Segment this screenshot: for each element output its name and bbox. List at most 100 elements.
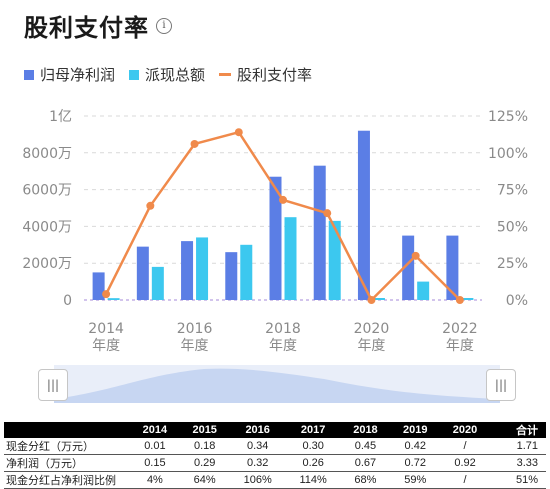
- point-payout-ratio: [323, 209, 332, 218]
- y-left-tick-label: 8000万: [22, 146, 72, 162]
- y-right-tick-label: 75%: [497, 183, 528, 199]
- table-cell: 0.72: [390, 454, 441, 472]
- legend-label: 股利支付率: [237, 66, 313, 84]
- table-cell: /: [440, 438, 490, 455]
- table-cell: 51%: [489, 471, 546, 489]
- bar-dividend: [328, 220, 341, 300]
- x-tick-sublabel: 年度: [269, 338, 297, 354]
- bar-net-profit: [181, 241, 194, 300]
- table-cell: 0.29: [179, 454, 230, 472]
- table-cell: 0.15: [130, 454, 180, 472]
- table-header-cell: 2015: [179, 422, 230, 438]
- info-icon[interactable]: i: [156, 18, 172, 34]
- table-cell: 0.18: [179, 438, 230, 455]
- table-cell: 114%: [285, 471, 341, 489]
- table-header-cell: 2014: [130, 422, 180, 438]
- table-cell: /: [440, 471, 490, 489]
- y-right-tick-label: 100%: [488, 146, 528, 162]
- legend-item-dividend[interactable]: 派现总额: [129, 64, 205, 85]
- point-payout-ratio: [146, 201, 155, 210]
- dividend-table: 2014 2015 2016 2017 2018 2019 2020 合计 现金…: [4, 422, 546, 489]
- zoom-slider[interactable]: ||| |||: [38, 365, 516, 403]
- x-tick-label: 2014: [88, 321, 124, 337]
- x-tick-sublabel: 年度: [357, 338, 385, 354]
- slider-preview-area: [54, 368, 500, 403]
- x-tick-sublabel: 年度: [446, 338, 474, 354]
- point-payout-ratio: [455, 296, 464, 304]
- bar-dividend: [417, 281, 430, 300]
- point-payout-ratio: [234, 128, 243, 137]
- table-row: 现金分红占净利润比例 4% 64% 106% 114% 68% 59% / 51…: [4, 471, 546, 489]
- legend-item-payout-ratio[interactable]: 股利支付率: [219, 64, 312, 85]
- bar-dividend: [240, 244, 253, 300]
- bar-net-profit: [136, 246, 149, 300]
- legend-label: 派现总额: [145, 66, 206, 84]
- table-cell: 68%: [340, 471, 391, 489]
- page-title: 股利支付率: [24, 14, 149, 42]
- table-cell: 0.92: [440, 454, 490, 472]
- bar-net-profit: [92, 272, 105, 300]
- table-cell: 0.45: [340, 438, 391, 455]
- table-header-cell: 合计: [489, 422, 546, 438]
- legend-swatch-dividend: [129, 69, 140, 80]
- table-cell: 0.67: [340, 454, 391, 472]
- y-left-tick-label: 2000万: [22, 256, 72, 272]
- point-payout-ratio: [367, 296, 376, 304]
- y-right-tick-label: 125%: [488, 109, 528, 125]
- table-cell: 4%: [130, 471, 180, 489]
- x-tick-sublabel: 年度: [92, 338, 120, 354]
- bar-dividend: [372, 298, 385, 300]
- bar-net-profit: [402, 235, 415, 300]
- table-header-cell: 2019: [390, 422, 441, 438]
- bar-dividend: [461, 298, 474, 300]
- y-right-tick-label: 25%: [497, 256, 528, 272]
- bar-dividend: [284, 217, 297, 300]
- table-header-cell: 2017: [285, 422, 341, 438]
- y-right-tick-label: 50%: [497, 219, 528, 235]
- legend-swatch-payout-ratio: [219, 73, 232, 76]
- point-payout-ratio: [190, 139, 199, 148]
- y-left-tick-label: 1亿: [49, 109, 72, 125]
- y-left-tick-label: 0: [63, 293, 72, 309]
- y-left-tick-label: 6000万: [22, 183, 72, 199]
- dividend-chart: 0 0% 2000万 25% 4000万 50% 6000万 75% 8000万 100% 1亿 12…: [22, 109, 528, 354]
- table-header-cell: 2020: [440, 422, 490, 438]
- table-row-label: 现金分红占净利润比例: [4, 471, 130, 489]
- table-row: 现金分红（万元） 0.01 0.18 0.34 0.30 0.45 0.42 /…: [4, 438, 546, 455]
- slider-track[interactable]: [54, 365, 500, 403]
- table-cell: 0.32: [229, 454, 286, 472]
- table-row: 净利润（万元） 0.15 0.29 0.32 0.26 0.67 0.72 0.…: [4, 454, 546, 472]
- bar-net-profit: [357, 130, 370, 300]
- bar-dividend: [151, 266, 164, 300]
- bar-net-profit: [446, 235, 459, 300]
- legend-swatch-net-profit: [24, 69, 34, 80]
- table-header-row: 2014 2015 2016 2017 2018 2019 2020 合计: [4, 422, 546, 438]
- table-header-cell: 2016: [229, 422, 286, 438]
- table-header-cell: 2018: [340, 422, 391, 438]
- table-cell: 0.42: [390, 438, 441, 455]
- chart-legend: 归母净利润 派现总额 股利支付率: [24, 64, 326, 85]
- x-tick-label: 2022: [442, 321, 478, 337]
- table-row-label: 净利润（万元）: [4, 454, 130, 472]
- legend-item-net-profit[interactable]: 归母净利润: [24, 64, 115, 85]
- table-row-label: 现金分红（万元）: [4, 438, 130, 455]
- table-cell: 106%: [229, 471, 286, 489]
- x-tick-label: 2016: [177, 321, 213, 337]
- table-header-cell: [4, 422, 130, 438]
- y-left-tick-label: 4000万: [22, 219, 72, 235]
- bar-net-profit: [225, 252, 238, 300]
- bar-dividend: [196, 237, 209, 300]
- slider-left-handle[interactable]: |||: [38, 369, 68, 401]
- point-payout-ratio: [279, 195, 287, 204]
- table-cell: 0.26: [285, 454, 341, 472]
- table-cell: 0.30: [285, 438, 341, 455]
- table-cell: 0.01: [130, 438, 180, 455]
- x-tick-label: 2018: [265, 321, 301, 337]
- slider-right-handle[interactable]: |||: [486, 369, 516, 401]
- y-right-tick-label: 0%: [506, 293, 528, 309]
- x-tick-label: 2020: [354, 321, 390, 337]
- legend-label: 归母净利润: [40, 66, 116, 84]
- point-payout-ratio: [411, 251, 420, 260]
- bar-net-profit: [269, 176, 282, 300]
- table-cell: 3.33: [489, 454, 546, 472]
